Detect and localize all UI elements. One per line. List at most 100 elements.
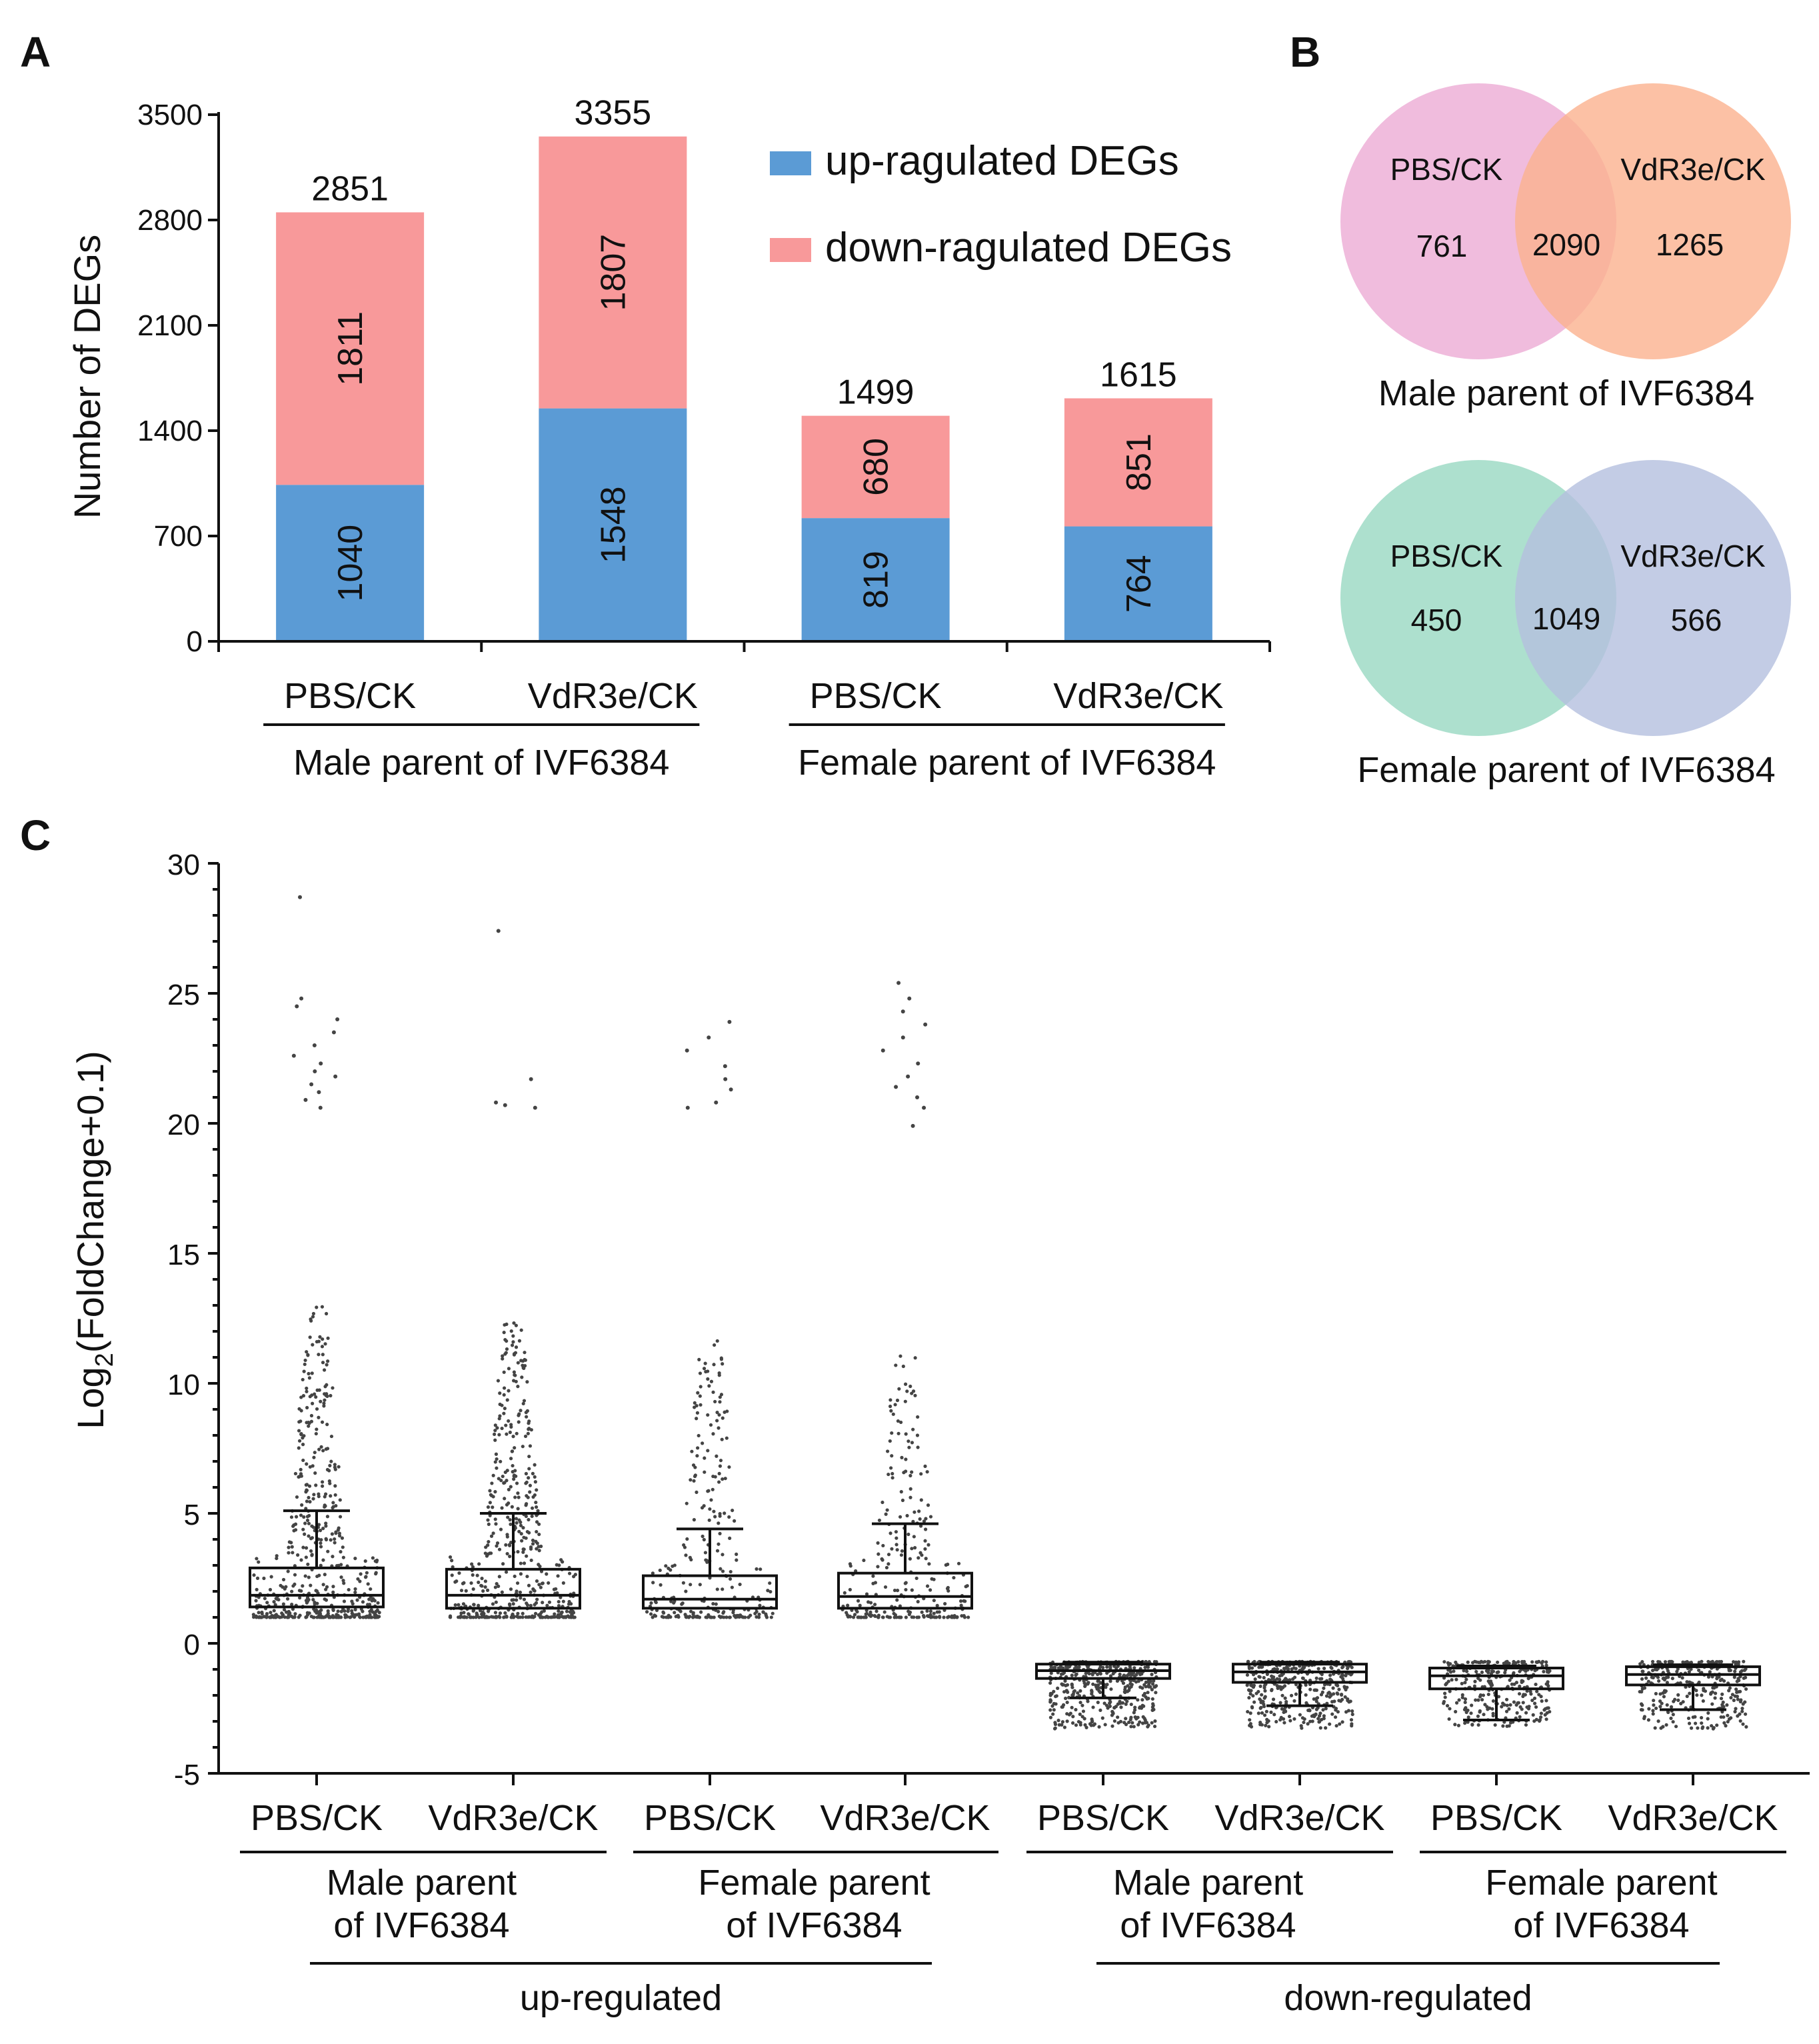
data-point: [279, 1583, 283, 1587]
data-point: [1476, 1698, 1480, 1702]
data-point: [1110, 1713, 1114, 1717]
data-point: [1292, 1699, 1296, 1703]
data-point: [683, 1545, 687, 1549]
data-point: [519, 1561, 523, 1565]
data-point: [893, 1613, 897, 1617]
data-point: [1086, 1681, 1090, 1685]
y-title-sub: 2: [91, 1353, 119, 1367]
c-category-label: VdR3e/CK: [428, 1798, 598, 1838]
data-point: [743, 1615, 747, 1619]
data-point: [1538, 1718, 1542, 1722]
data-point: [918, 1524, 923, 1528]
data-point: [1539, 1695, 1543, 1699]
data-point: [305, 1488, 309, 1492]
data-point: [299, 1395, 303, 1399]
data-point: [1473, 1679, 1477, 1683]
data-point: [1340, 1720, 1344, 1724]
data-point: [1147, 1660, 1151, 1664]
data-point: [869, 1610, 873, 1614]
data-point: [1116, 1702, 1120, 1706]
data-point: [461, 1602, 466, 1606]
data-point: [1736, 1697, 1740, 1701]
data-point: [1719, 1697, 1724, 1701]
data-point: [1331, 1686, 1335, 1690]
data-point: [331, 1590, 335, 1594]
data-point: [911, 1427, 915, 1431]
data-point: [323, 1492, 328, 1496]
data-point: [567, 1599, 571, 1604]
legend-label-up: up-ragulated DEGs: [825, 138, 1179, 184]
data-point: [305, 1350, 309, 1354]
data-point: [309, 1549, 313, 1553]
data-point: [1486, 1692, 1490, 1697]
data-point: [318, 1335, 322, 1339]
data-point: [719, 1357, 724, 1361]
data-point: [525, 1601, 529, 1605]
data-point: [1535, 1689, 1539, 1693]
data-point: [491, 1473, 495, 1477]
data-point: [685, 1537, 689, 1541]
data-point: [1706, 1726, 1710, 1730]
data-point: [1314, 1688, 1318, 1692]
data-point: [1452, 1669, 1456, 1673]
data-point: [514, 1517, 519, 1521]
data-point: [531, 1471, 535, 1475]
data-point: [290, 1602, 294, 1607]
bar-total-label: 2851: [311, 169, 389, 208]
data-point: [1470, 1703, 1474, 1707]
data-point: [487, 1522, 491, 1526]
data-point: [1696, 1668, 1701, 1672]
data-point: [1098, 1708, 1102, 1712]
data-point: [1685, 1660, 1689, 1664]
data-point: [336, 1528, 340, 1532]
data-point: [1132, 1666, 1136, 1670]
data-point: [299, 1432, 303, 1436]
data-point: [319, 1615, 324, 1619]
data-point: [1247, 1696, 1251, 1700]
data-point: [680, 1602, 684, 1606]
data-point: [1324, 1694, 1329, 1698]
data-point: [1534, 1717, 1538, 1721]
data-point: [1493, 1723, 1497, 1727]
data-point: [341, 1555, 345, 1559]
data-point: [962, 1599, 966, 1603]
data-point: [1118, 1672, 1122, 1677]
data-point: [1524, 1711, 1528, 1715]
data-point: [1048, 1715, 1052, 1719]
data-point: [531, 1615, 535, 1619]
data-point: [512, 1353, 517, 1357]
data-point: [899, 1490, 903, 1494]
data-point: [278, 1615, 282, 1619]
data-point: [1056, 1719, 1060, 1723]
data-point: [1264, 1709, 1268, 1713]
data-point: [893, 1403, 897, 1407]
data-point: [1274, 1719, 1278, 1724]
data-point: [1130, 1683, 1134, 1687]
data-point: [711, 1474, 715, 1479]
data-point: [1078, 1689, 1082, 1693]
data-point: [1315, 1696, 1320, 1700]
c-y-tick-label: 15: [167, 1239, 200, 1271]
data-point: [704, 1615, 708, 1619]
data-point: [521, 1366, 525, 1370]
data-point: [889, 1531, 893, 1535]
data-point: [1054, 1694, 1058, 1698]
data-point: [733, 1614, 737, 1618]
data-point: [735, 1558, 739, 1562]
data-point: [1735, 1695, 1739, 1699]
data-point: [333, 1541, 337, 1545]
data-point: [910, 1588, 914, 1592]
data-point: [1671, 1713, 1675, 1717]
data-point: [309, 1615, 313, 1619]
data-point: [323, 1385, 327, 1389]
data-point: [1340, 1677, 1345, 1681]
data-point: [1350, 1709, 1354, 1713]
data-point: [1676, 1698, 1680, 1702]
data-point: [493, 1611, 498, 1615]
data-point: [932, 1611, 936, 1615]
data-point: [721, 1587, 725, 1591]
data-point: [314, 1395, 318, 1399]
data-point: [1466, 1715, 1470, 1719]
data-point: [557, 1599, 561, 1604]
data-point: [307, 1424, 311, 1428]
